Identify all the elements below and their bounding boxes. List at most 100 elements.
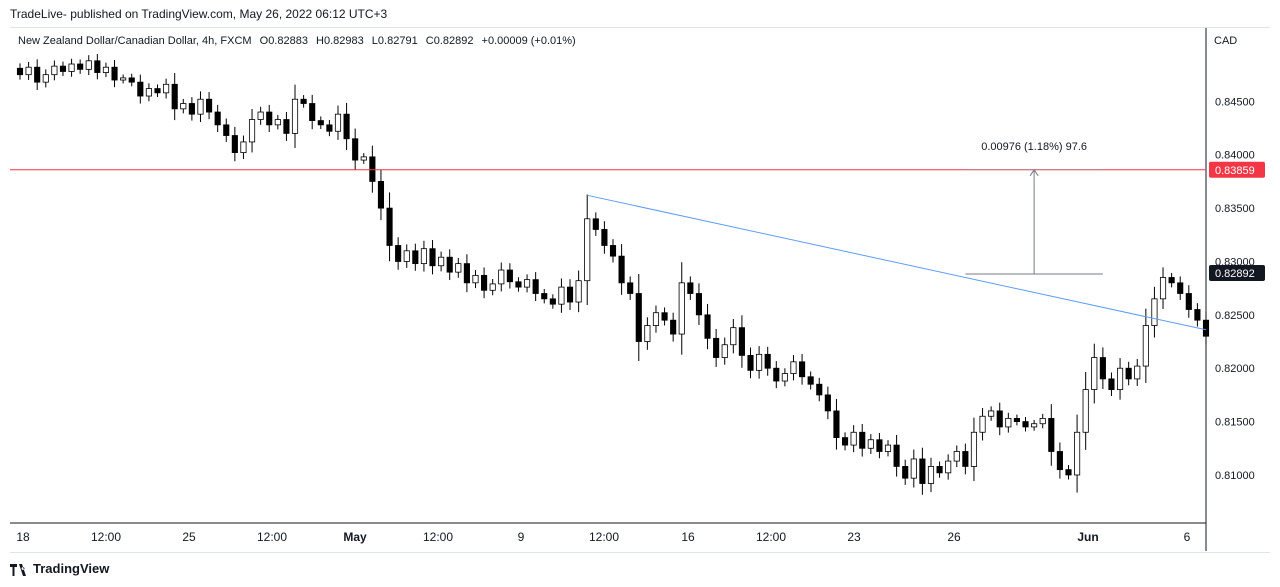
candle <box>309 94 316 130</box>
candle <box>756 346 763 379</box>
price-axis[interactable]: 0.845000.840000.835000.830000.825000.820… <box>1209 96 1265 482</box>
candle <box>1202 311 1210 345</box>
candle <box>429 240 436 275</box>
candle <box>609 239 617 263</box>
candle <box>386 192 393 262</box>
time-tick-label: 12:00 <box>589 530 619 544</box>
candle <box>970 417 978 482</box>
candle <box>455 257 462 278</box>
candle <box>1142 308 1149 383</box>
candle <box>721 337 728 365</box>
time-tick-label: 12:00 <box>91 530 121 544</box>
candle <box>695 283 703 325</box>
candle <box>945 454 952 480</box>
high-label: H <box>316 35 324 47</box>
open-label: O <box>259 35 269 47</box>
candle <box>231 126 238 162</box>
price-tick-label: 0.82000 <box>1215 363 1255 375</box>
price-tick-label: 0.82500 <box>1215 310 1255 322</box>
candle <box>1074 414 1081 493</box>
candle <box>618 244 625 295</box>
time-tick-label: 12:00 <box>257 530 287 544</box>
high-value: 0.82983 <box>323 35 364 47</box>
time-tick-label: 18 <box>16 530 30 544</box>
publisher-line: TradeLive- published on TradingView.com,… <box>10 7 388 21</box>
candle <box>1013 414 1020 426</box>
candle <box>1005 412 1012 433</box>
low-value: 0.82791 <box>377 35 418 47</box>
candle <box>1134 358 1141 387</box>
candle <box>747 347 754 379</box>
candle <box>240 135 247 160</box>
candle <box>481 267 488 299</box>
tradingview-branding[interactable]: TradingView <box>10 561 109 576</box>
candle <box>996 402 1003 436</box>
candle <box>403 244 410 268</box>
candle <box>1125 361 1132 386</box>
level-price-tag-label: 0.83859 <box>1215 165 1255 177</box>
candle <box>300 95 307 108</box>
candle <box>575 270 582 313</box>
candle <box>1177 276 1184 300</box>
candle <box>34 59 41 91</box>
candle <box>790 355 797 381</box>
candle <box>206 92 213 120</box>
candle <box>704 303 711 350</box>
candle <box>584 194 591 306</box>
candle <box>25 61 32 80</box>
trend-line[interactable] <box>587 194 1207 331</box>
currency-label: CAD <box>1214 35 1238 47</box>
time-tick-label: 25 <box>182 530 196 544</box>
measure-label: 0.00976 (1.18%) 97.6 <box>981 141 1087 153</box>
candle <box>764 346 771 376</box>
candle <box>644 317 651 350</box>
candle <box>670 312 677 342</box>
candle <box>283 111 290 141</box>
candle <box>352 128 359 171</box>
candle <box>661 307 668 326</box>
candle <box>120 74 127 84</box>
candle <box>16 63 24 80</box>
candle <box>953 445 960 468</box>
price-tick-label: 0.84500 <box>1215 96 1255 108</box>
candle <box>902 459 909 485</box>
last-price-tag <box>1209 265 1265 282</box>
candle <box>1159 267 1167 309</box>
symbol-legend: New Zealand Dollar/Canadian Dollar, 4h, … <box>18 35 576 47</box>
candle <box>799 353 806 385</box>
candle <box>1099 347 1106 390</box>
candle <box>515 277 522 292</box>
candle <box>145 83 152 102</box>
candle <box>652 305 660 333</box>
candle <box>936 461 943 478</box>
candle <box>68 58 75 77</box>
candle <box>77 59 84 74</box>
candle <box>738 315 745 368</box>
candle <box>377 169 385 221</box>
candle <box>42 69 49 88</box>
close-value: 0.82892 <box>433 35 474 47</box>
candle <box>197 91 204 123</box>
time-tick-label: 23 <box>847 530 861 544</box>
time-axis[interactable]: 18 12:00 25 12:00 May 12:00 9 12:00 16 12:00 23 26 J… <box>16 530 1190 544</box>
candle <box>128 73 135 87</box>
candle <box>257 106 264 125</box>
open-value: 0.82883 <box>268 35 308 47</box>
candle <box>687 276 694 300</box>
candle <box>472 270 479 289</box>
candle <box>919 447 926 495</box>
candle <box>343 102 350 150</box>
symbol-name[interactable]: New Zealand Dollar/Canadian Dollar, 4h, … <box>18 35 252 47</box>
time-tick-label: 12:00 <box>423 530 453 544</box>
candle <box>893 434 900 477</box>
candle <box>51 60 58 81</box>
candle <box>859 423 866 457</box>
candle <box>334 105 342 140</box>
candle <box>541 288 548 304</box>
candle <box>773 361 780 389</box>
candle <box>979 407 986 441</box>
candle <box>137 74 144 104</box>
candle <box>781 368 788 387</box>
candle <box>223 118 230 142</box>
